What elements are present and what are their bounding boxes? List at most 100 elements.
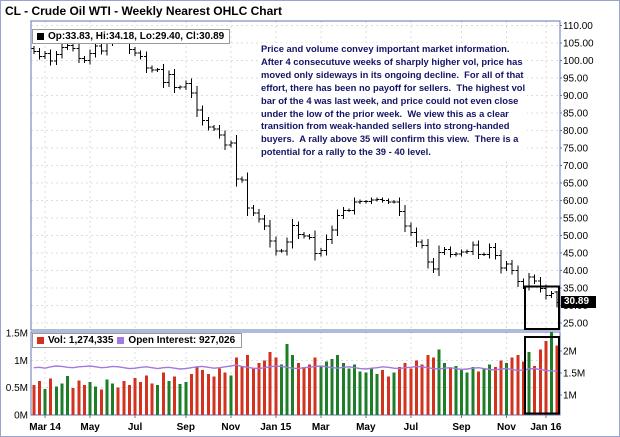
volume-bar xyxy=(527,352,531,415)
volume-bar xyxy=(330,359,334,415)
ohlc-bar xyxy=(498,249,504,274)
volume-bar xyxy=(201,370,205,415)
ohlc-bar xyxy=(537,277,543,293)
volume-bar xyxy=(156,384,160,415)
price-axis-label: 105.00 xyxy=(563,39,594,50)
open-interest-legend-text: Open Interest: 927,026 xyxy=(128,335,236,346)
ohlc-bar xyxy=(459,249,464,257)
ohlc-bar xyxy=(363,199,369,204)
volume-bar xyxy=(426,354,430,415)
volume-bar xyxy=(43,388,47,415)
volume-bar xyxy=(116,387,120,415)
volume-bar xyxy=(88,382,92,415)
ohlc-bar xyxy=(307,234,313,240)
x-axis-label: May xyxy=(80,422,100,433)
open-interest-line xyxy=(33,364,558,372)
quote-marker-icon xyxy=(37,33,44,40)
highlight-box-volume xyxy=(524,336,560,415)
volume-bar xyxy=(291,354,295,415)
volume-bar xyxy=(319,365,323,415)
ohlc-bar xyxy=(155,67,161,72)
volume-axis-label-left: 0.5M xyxy=(6,383,28,394)
volume-bar xyxy=(111,383,115,415)
ohlc-bar xyxy=(278,249,284,253)
ohlc-bar xyxy=(447,246,453,258)
volume-bar xyxy=(128,384,131,415)
volume-axis-label-right: 1M xyxy=(563,391,577,402)
volume-bar xyxy=(454,365,458,415)
ohlc-bar xyxy=(53,50,59,65)
ohlc-bar xyxy=(267,219,273,248)
volume-bar xyxy=(448,368,452,415)
price-axis-label: 95.00 xyxy=(563,74,588,85)
volume-bar xyxy=(403,363,407,415)
ohlc-bar xyxy=(132,46,138,56)
ohlc-bar xyxy=(262,215,267,230)
volume-bar xyxy=(488,364,492,415)
ohlc-bar xyxy=(357,199,363,204)
ohlc-bar xyxy=(290,219,296,249)
ohlc-bar xyxy=(36,48,42,60)
volume-marker-icon xyxy=(37,337,44,344)
volume-bar xyxy=(279,364,283,415)
volume-bar xyxy=(218,368,221,415)
x-axis-label: Nov xyxy=(497,422,516,433)
ohlc-bar xyxy=(172,68,177,94)
x-axis-label: Jan 16 xyxy=(530,422,562,433)
volume-bar xyxy=(381,370,385,415)
ohlc-bar xyxy=(87,49,93,65)
ohlc-bar xyxy=(200,105,206,126)
ohlc-bar xyxy=(149,65,155,73)
ohlc-bar xyxy=(402,205,408,233)
volume-bar xyxy=(375,374,379,415)
volume-bar xyxy=(139,382,143,415)
volume-axis-label-left: 0M xyxy=(14,411,28,422)
x-axis-label: Jan 15 xyxy=(260,422,292,433)
ohlc-bar xyxy=(48,49,54,66)
volume-bar xyxy=(240,365,244,415)
ohlc-bar xyxy=(515,265,521,287)
ohlc-bar xyxy=(318,247,324,257)
ohlc-bar xyxy=(340,207,346,219)
ohlc-bar xyxy=(205,117,211,131)
ohlc-bar xyxy=(481,252,487,257)
volume-bar xyxy=(77,380,81,415)
ohlc-bar xyxy=(301,232,307,239)
volume-bar xyxy=(353,364,357,415)
volume-bar xyxy=(234,357,238,415)
volume-bar xyxy=(32,384,36,415)
price-panel-frame xyxy=(30,20,561,331)
volume-bar xyxy=(189,374,193,415)
volume-bar xyxy=(161,372,165,415)
volume-bar xyxy=(184,382,188,415)
price-axis-label: 100.00 xyxy=(563,56,594,67)
x-axis-label: Mar xyxy=(312,422,330,433)
ohlc-bar xyxy=(295,221,301,239)
volume-bar xyxy=(229,375,233,415)
ohlc-bar xyxy=(183,80,189,90)
x-axis-label: Sep xyxy=(177,422,195,433)
ohlc-bar xyxy=(329,225,335,244)
volume-bar xyxy=(521,361,525,415)
highlight-box-price xyxy=(524,285,560,331)
ohlc-bar xyxy=(487,243,493,259)
volume-bar xyxy=(263,360,266,415)
ohlc-bar xyxy=(397,197,403,216)
volume-bar xyxy=(476,371,480,415)
volume-bar xyxy=(268,352,272,415)
volume-bar xyxy=(409,368,413,415)
ohlc-bar xyxy=(138,50,144,60)
ohlc-bar xyxy=(442,246,448,255)
ohlc-bar xyxy=(346,208,352,213)
last-price-label: 30.89 xyxy=(561,296,596,308)
volume-bar xyxy=(302,366,306,415)
volume-bar xyxy=(341,363,345,415)
volume-bar xyxy=(493,366,497,415)
price-axis-label: 70.00 xyxy=(563,161,588,172)
ohlc-bar xyxy=(492,243,498,260)
volume-bar xyxy=(313,357,317,415)
volume-bar xyxy=(223,372,227,415)
ohlc-bar xyxy=(352,197,358,215)
volume-bar xyxy=(144,375,148,415)
annotation-text: Price and volume convey important market… xyxy=(259,43,528,160)
